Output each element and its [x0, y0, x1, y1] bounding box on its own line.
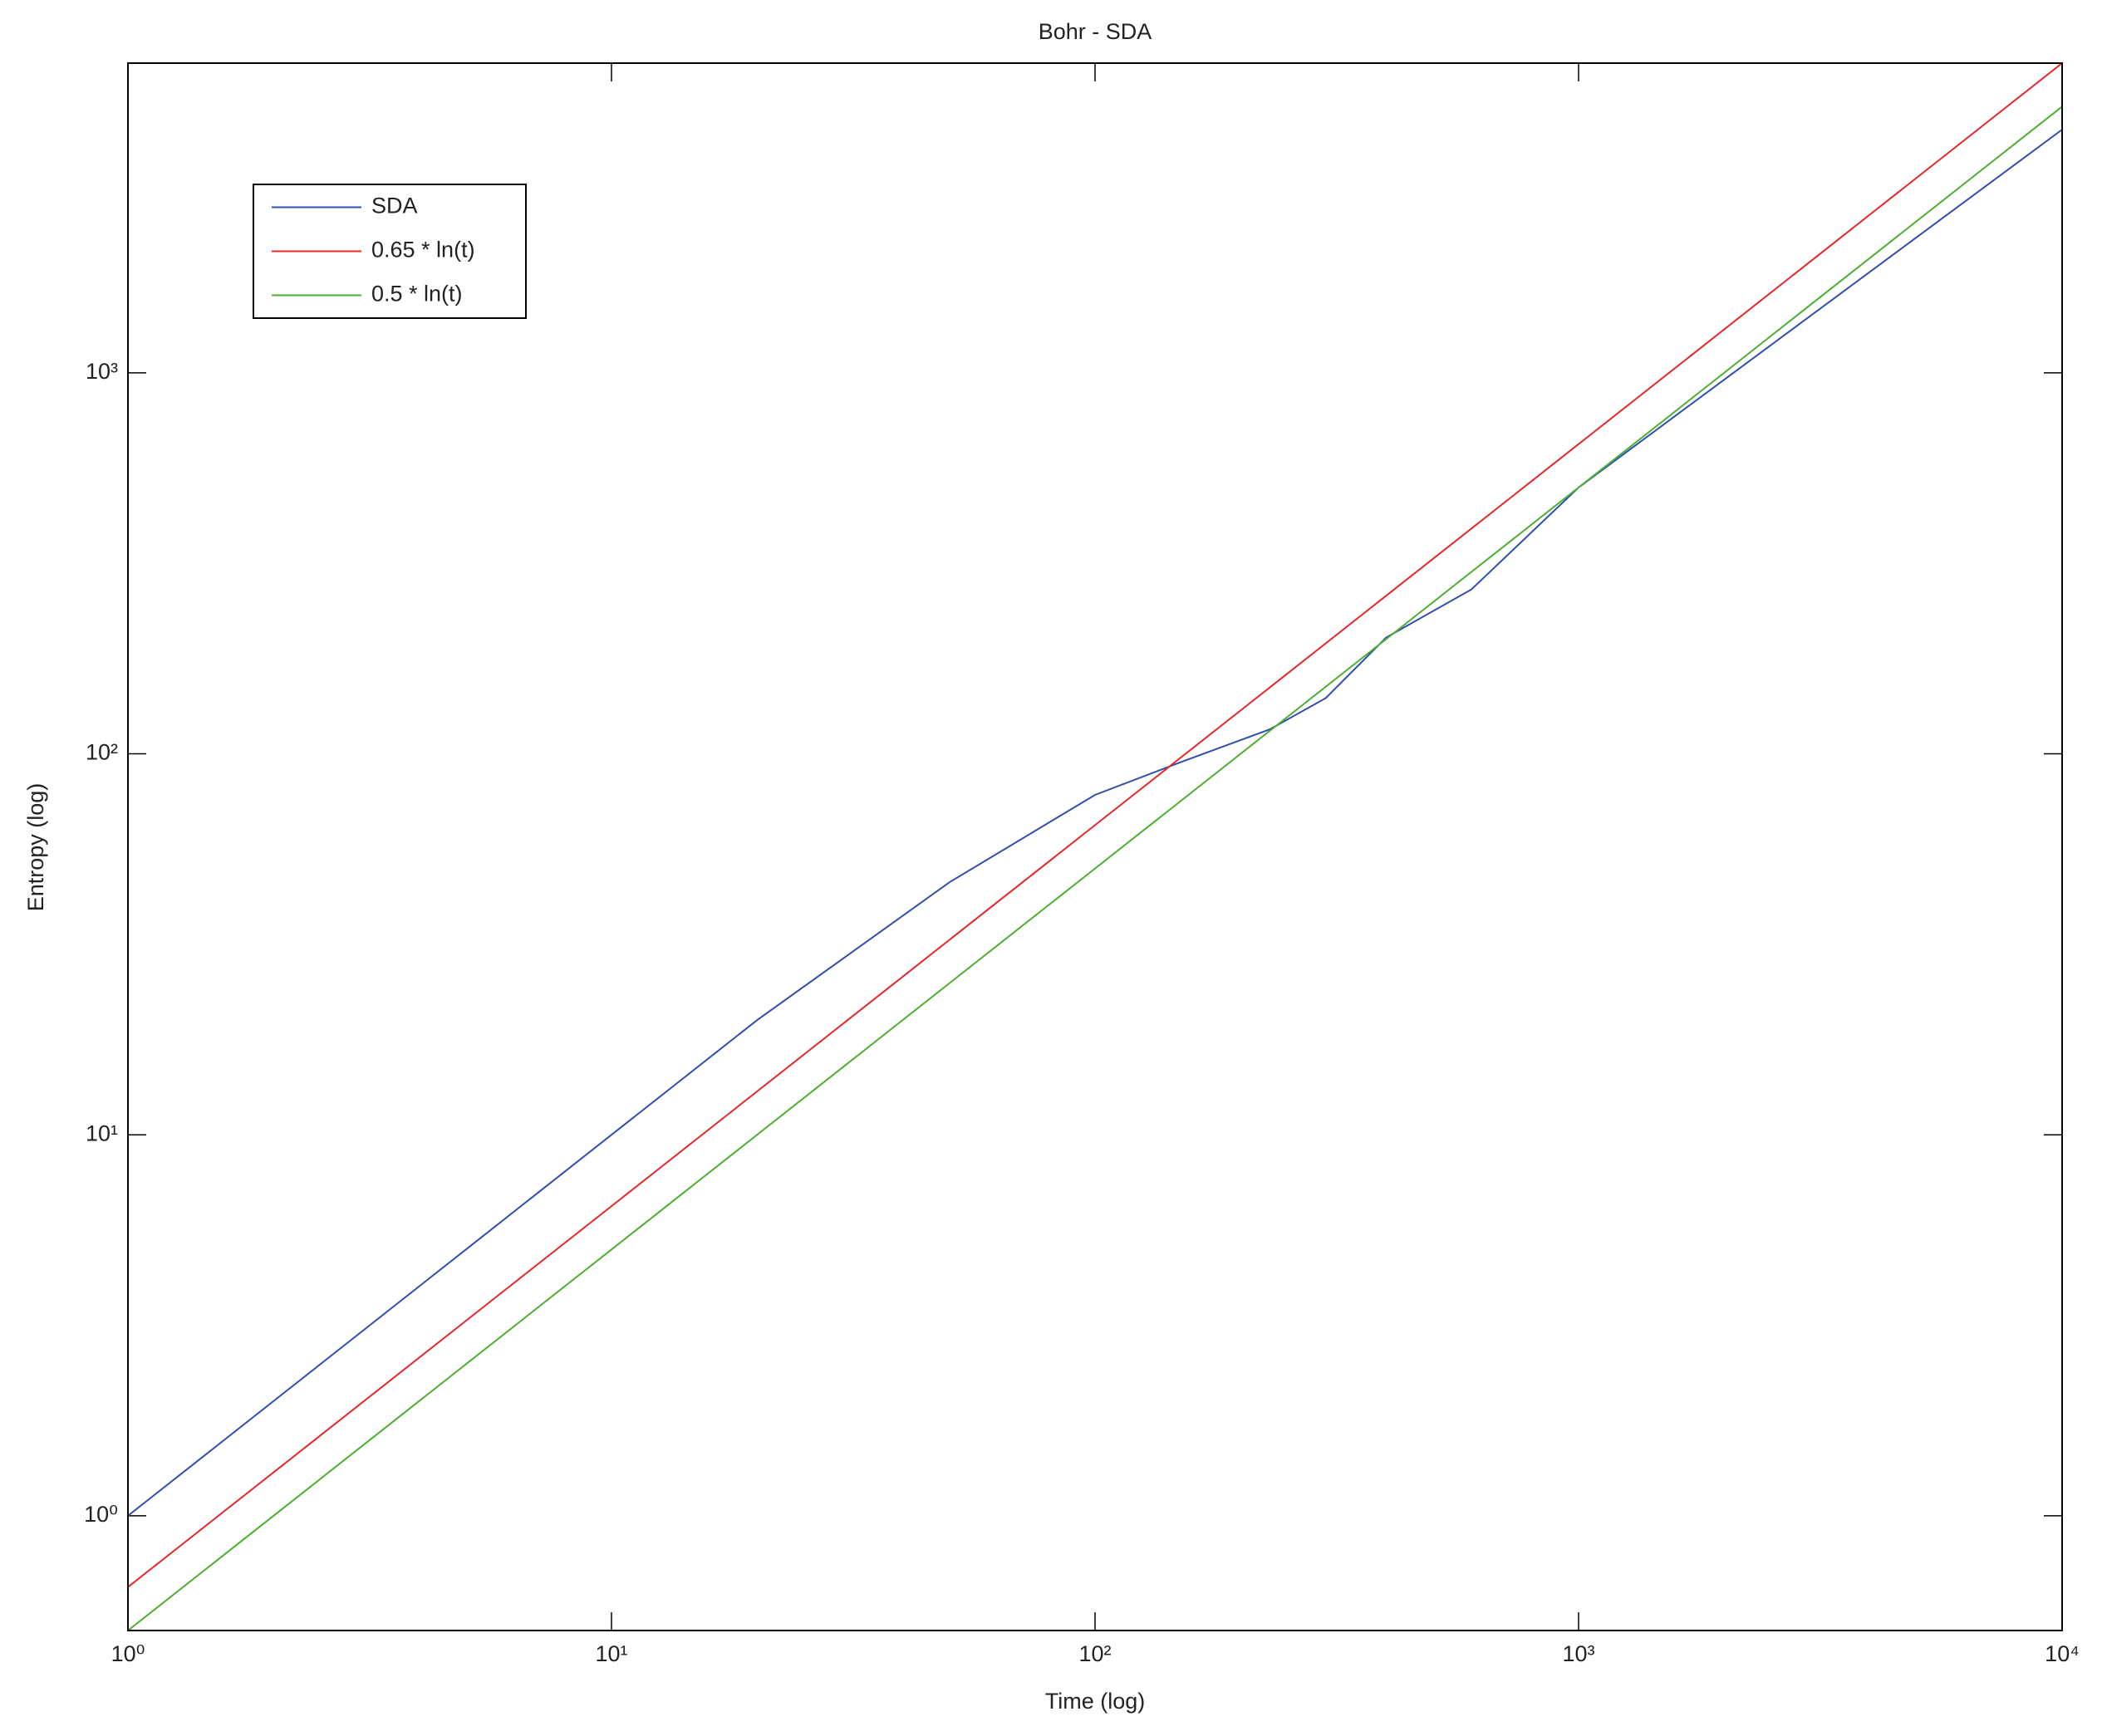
legend-label: 0.65 * ln(t)	[371, 238, 475, 262]
plot-frame	[127, 62, 2063, 1631]
x-tick-label: 10⁴	[2045, 1641, 2080, 1666]
y-axis-label: Entropy (log)	[23, 783, 48, 912]
legend-label: SDA	[371, 194, 418, 218]
chart-title: Bohr - SDA	[1039, 19, 1152, 44]
x-tick-label: 10³	[1562, 1641, 1594, 1666]
legend-label: 0.5 * ln(t)	[371, 282, 463, 306]
x-axis-label: Time (log)	[1045, 1689, 1146, 1714]
x-tick-label: 10²	[1078, 1641, 1111, 1666]
y-tick-label: 10²	[86, 740, 118, 765]
y-tick-label: 10¹	[86, 1121, 118, 1145]
x-tick-label: 10¹	[595, 1641, 627, 1666]
x-tick-label: 10⁰	[111, 1641, 145, 1666]
y-tick-label: 10⁰	[84, 1502, 118, 1527]
y-tick-label: 10³	[86, 359, 118, 384]
data-line	[128, 63, 2062, 1588]
data-line	[128, 105, 2062, 1631]
data-line	[128, 129, 2062, 1517]
